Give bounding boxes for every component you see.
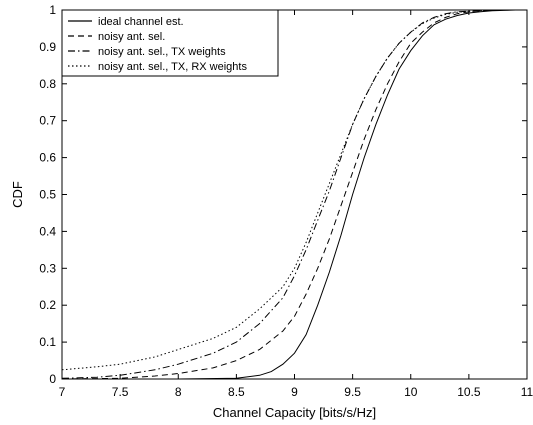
x-tick-label: 8 <box>175 385 182 399</box>
y-tick-label: 0.6 <box>39 151 56 165</box>
legend-label: noisy ant. sel., TX, RX weights <box>98 61 247 73</box>
y-axis: 0 0.1 0.2 0.3 0.4 0.5 0.6 0.7 0.8 0.9 1 <box>39 3 527 386</box>
legend-box <box>61 9 279 77</box>
series-line-solid <box>62 9 527 380</box>
y-tick-label: 0.9 <box>39 40 56 54</box>
x-tick-label: 9.5 <box>344 385 361 399</box>
x-tick-label: 8.5 <box>228 385 245 399</box>
y-tick-label: 0.3 <box>39 261 56 275</box>
x-tick-label: 7 <box>59 385 66 399</box>
x-axis: 7 7.5 8 8.5 9 9.5 10 10.5 11 <box>59 10 533 399</box>
y-tick-label: 1 <box>49 3 56 17</box>
series-line-dotted <box>61 9 527 371</box>
y-tick-label: 0.7 <box>39 114 56 128</box>
y-tick-label: 0.5 <box>39 188 56 202</box>
series-line-dashdot <box>61 9 527 379</box>
y-tick-label: 0.2 <box>39 298 56 312</box>
x-tick-label: 10.5 <box>457 385 481 399</box>
legend-label: noisy ant. sel. <box>98 31 165 43</box>
x-axis-label: Channel Capacity [bits/s/Hz] <box>213 405 376 420</box>
legend-label: noisy ant. sel., TX weights <box>98 46 226 58</box>
x-tick-label: 10 <box>404 385 418 399</box>
y-tick-label: 0.1 <box>39 335 56 349</box>
x-tick-label: 11 <box>521 385 533 399</box>
y-tick-label: 0.4 <box>39 224 56 238</box>
legend-label: ideal channel est. <box>98 16 184 28</box>
series-line-dashed <box>61 9 527 380</box>
y-tick-label: 0.8 <box>39 77 56 91</box>
series-layer <box>61 9 527 380</box>
y-axis-label: CDF <box>10 181 25 208</box>
y-tick-label: 0 <box>49 372 56 386</box>
legend: ideal channel est. noisy ant. sel. noisy a… <box>61 9 279 77</box>
x-tick-label: 7.5 <box>112 385 129 399</box>
x-tick-label: 9 <box>291 385 298 399</box>
